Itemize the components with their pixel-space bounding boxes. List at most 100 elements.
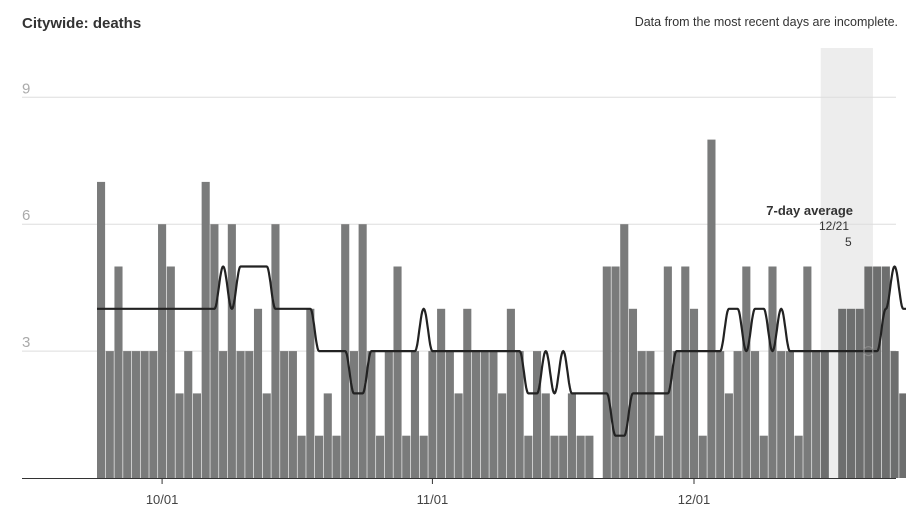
bar [724, 393, 733, 478]
bar [602, 266, 611, 478]
bar [192, 393, 202, 478]
bar [393, 266, 402, 478]
bar [855, 308, 864, 478]
bar [672, 351, 681, 478]
bar [820, 351, 829, 478]
annotation-date: 12/21 [819, 219, 849, 233]
bar [419, 435, 428, 478]
bar [733, 351, 742, 478]
bar [175, 393, 184, 478]
bar [864, 266, 873, 478]
bar [899, 393, 906, 478]
annotation-marker [863, 346, 874, 357]
bar [149, 351, 158, 478]
bar [611, 266, 620, 478]
average-line [97, 265, 906, 437]
bar [114, 266, 123, 478]
bar [524, 435, 533, 478]
bar [716, 351, 725, 478]
incomplete-data-note: Data from the most recent days are incom… [634, 15, 898, 29]
bar [881, 266, 890, 478]
bar [315, 435, 324, 478]
bar [707, 139, 716, 478]
bar [271, 224, 280, 478]
bar [288, 351, 297, 478]
bar [428, 351, 437, 478]
bar [890, 351, 899, 478]
bar [210, 224, 219, 478]
bar [480, 351, 489, 478]
bar [105, 351, 114, 478]
bar [463, 308, 472, 478]
chart-title: Citywide: deaths [22, 15, 142, 32]
bar [559, 435, 568, 478]
axes: 3 6 9 10/01 11/01 12/01 [22, 80, 896, 507]
bar [280, 351, 289, 478]
bar [140, 351, 149, 478]
annotation-value: 5 [845, 235, 852, 249]
bar [646, 351, 655, 478]
bar [166, 266, 175, 478]
bar [812, 351, 821, 478]
bar [384, 351, 393, 478]
bar [637, 351, 646, 478]
bar [158, 224, 167, 478]
bar [751, 351, 760, 478]
bar [489, 351, 498, 478]
bar [184, 351, 193, 478]
bar [576, 435, 585, 478]
bar [794, 435, 803, 478]
annotation-label: 7-day average [766, 203, 853, 218]
bar [689, 308, 699, 478]
bar [515, 351, 524, 478]
bar [846, 308, 856, 478]
bar [698, 435, 707, 478]
incomplete-data-shade [820, 48, 873, 478]
bar [131, 351, 140, 478]
bar [437, 308, 446, 478]
bar [681, 266, 690, 478]
bar [759, 435, 768, 478]
bar [323, 393, 332, 478]
incomplete-region [820, 48, 873, 478]
bar [306, 308, 315, 478]
bar [358, 224, 367, 478]
bar [785, 351, 794, 478]
x-tick-label: 11/01 [417, 492, 449, 507]
x-tick-label: 12/01 [678, 492, 711, 507]
bar [349, 351, 358, 478]
bar [838, 308, 847, 478]
bar [541, 393, 550, 478]
bar [227, 224, 236, 478]
bar [376, 435, 385, 478]
bar [454, 393, 463, 478]
bar [471, 351, 481, 478]
bar [262, 393, 271, 478]
bar [506, 308, 515, 478]
bar [332, 435, 341, 478]
seven-day-average [97, 265, 906, 437]
bar [873, 266, 882, 478]
bar [498, 393, 507, 478]
bar [550, 435, 559, 478]
bar [768, 266, 777, 478]
daily-bars [97, 139, 906, 478]
bar [123, 351, 132, 478]
bar [253, 308, 263, 478]
y-tick-label: 6 [22, 207, 30, 224]
bar [97, 181, 106, 478]
bar [585, 435, 594, 478]
bar [567, 393, 576, 478]
x-tick-label: 10/01 [146, 492, 179, 507]
bar [219, 351, 228, 478]
y-tick-label: 9 [22, 80, 30, 97]
bar [655, 435, 664, 478]
bar [777, 351, 786, 478]
bar [533, 351, 542, 478]
bar [236, 351, 245, 478]
bar [803, 266, 812, 478]
bar [201, 181, 210, 478]
bar [245, 351, 254, 478]
